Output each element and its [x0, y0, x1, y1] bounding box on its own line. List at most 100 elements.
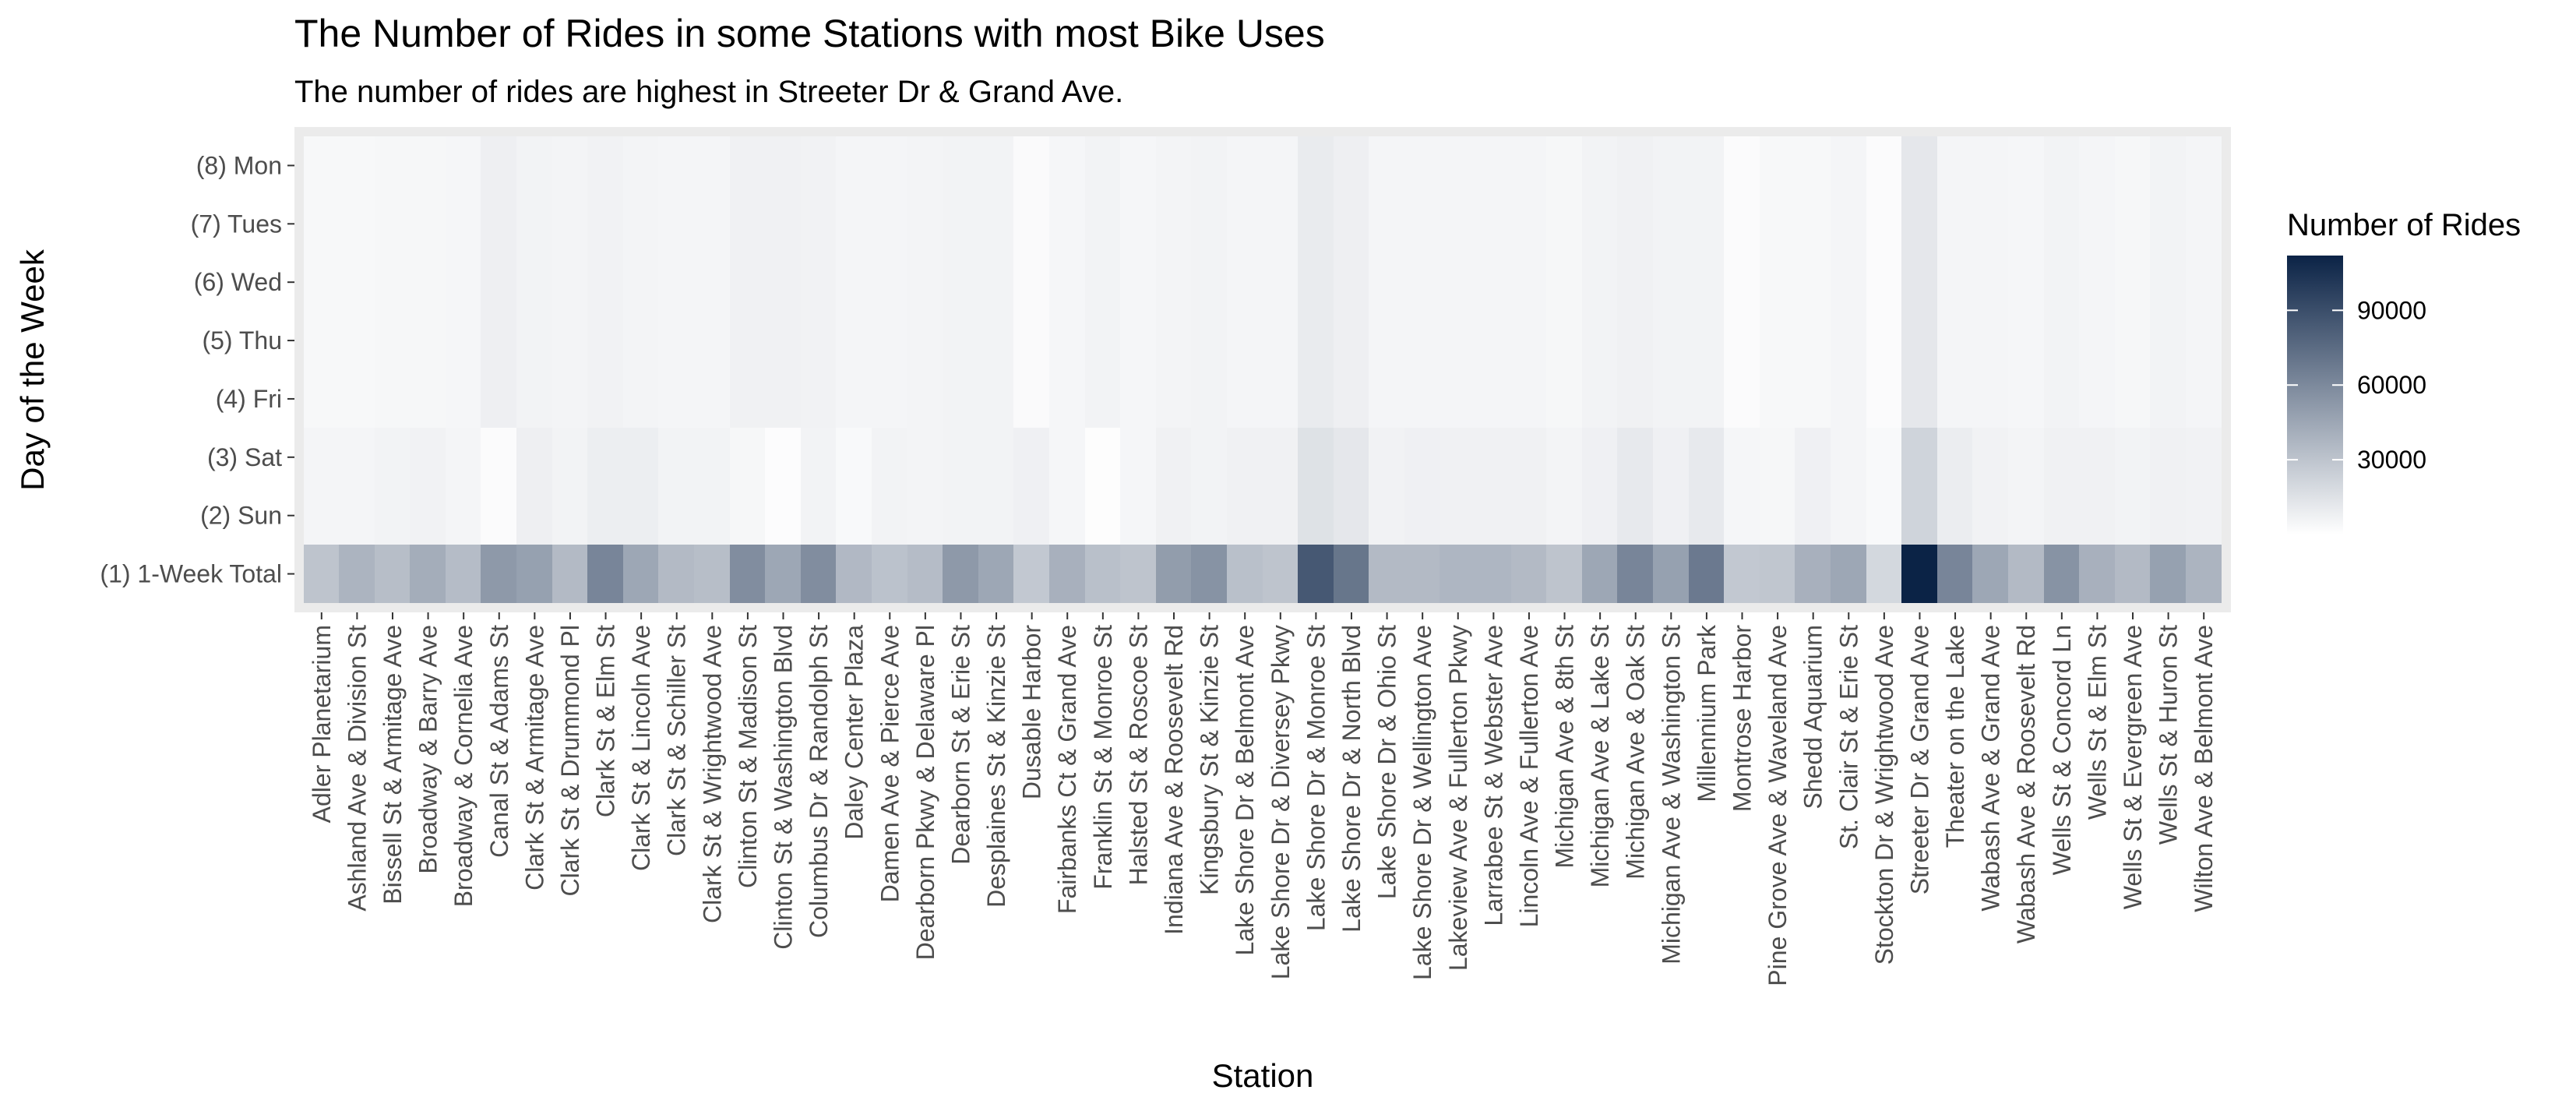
heatmap-cell: [1831, 428, 1866, 486]
heatmap-cell: [446, 428, 481, 486]
heatmap-cell: [1156, 545, 1191, 603]
heatmap-cell: [1937, 545, 1972, 603]
x-tick-label: Larrabee St & Webster Ave: [1479, 625, 1507, 926]
heatmap-cell: [1546, 369, 1582, 428]
heatmap-cell: [1760, 545, 1795, 603]
heatmap-cell: [1263, 369, 1298, 428]
heatmap-cell: [587, 136, 623, 194]
heatmap-cell: [2186, 486, 2222, 545]
heatmap-cell: [1831, 545, 1866, 603]
heatmap-cell: [1582, 252, 1617, 311]
heatmap-cell: [907, 369, 943, 428]
heatmap-cell: [446, 486, 481, 545]
heatmap-cell: [1901, 194, 1937, 252]
heatmap-cell: [1440, 136, 1475, 194]
x-tick-label: Wells St & Elm St: [2083, 625, 2111, 820]
heatmap-cell: [1085, 428, 1120, 486]
x-tick-label: Millennium Park: [1693, 624, 1721, 802]
heatmap-cell: [2044, 369, 2079, 428]
heatmap-cell: [1475, 369, 1511, 428]
heatmap-cell: [1191, 486, 1227, 545]
heatmap-cell: [1689, 194, 1724, 252]
heatmap-cell: [1653, 428, 1689, 486]
heatmap-cell: [623, 194, 658, 252]
y-tick-label: (6) Wed: [194, 268, 282, 296]
x-tick-label: Fairbanks Ct & Grand Ave: [1053, 625, 1081, 914]
heatmap-cell: [1546, 428, 1582, 486]
heatmap-cell: [1120, 252, 1156, 311]
heatmap-cell: [1191, 136, 1227, 194]
heatmap-cell: [1404, 428, 1440, 486]
heatmap-cell: [1831, 311, 1866, 369]
heatmap-cell: [1440, 369, 1475, 428]
heatmap-cell: [658, 252, 694, 311]
heatmap-cell: [1263, 252, 1298, 311]
heatmap-cell: [836, 428, 872, 486]
heatmap-cell: [623, 486, 658, 545]
heatmap-cell: [1263, 311, 1298, 369]
heatmap-cell: [552, 545, 587, 603]
heatmap-cell: [339, 136, 375, 194]
heatmap-cell: [978, 194, 1013, 252]
heatmap-cell: [694, 136, 730, 194]
heatmap-cell: [375, 136, 410, 194]
heatmap-cell: [410, 486, 446, 545]
heatmap-cell: [1511, 428, 1546, 486]
heatmap-cell: [1724, 428, 1760, 486]
heatmap-cell: [2186, 252, 2222, 311]
x-tick-label: Lincoln Ave & Fullerton Ave: [1515, 625, 1543, 927]
heatmap-cell: [2115, 136, 2150, 194]
heatmap-cell: [2079, 311, 2115, 369]
heatmap-cell: [1475, 252, 1511, 311]
heatmap-cell: [1440, 545, 1475, 603]
heatmap-cell: [943, 545, 978, 603]
heatmap-cell: [1298, 194, 1334, 252]
heatmap-cell: [1617, 311, 1653, 369]
heatmap-cell: [1795, 136, 1831, 194]
heatmap-cell: [1617, 545, 1653, 603]
heatmap-cell: [481, 545, 516, 603]
heatmap-cell: [1191, 194, 1227, 252]
heatmap-cell: [2186, 545, 2222, 603]
heatmap-cell: [1227, 252, 1263, 311]
heatmap-cell: [1831, 486, 1866, 545]
x-tick-label: Broadway & Barry Ave: [414, 625, 442, 874]
heatmap-cell: [1937, 136, 1972, 194]
heatmap-cell: [1511, 252, 1546, 311]
heatmap-cell: [1760, 311, 1795, 369]
heatmap-cell: [1404, 194, 1440, 252]
heatmap-cell: [658, 311, 694, 369]
heatmap-cell: [658, 369, 694, 428]
heatmap-cell: [1866, 369, 1901, 428]
heatmap-cell: [1689, 369, 1724, 428]
heatmap-cell: [1334, 252, 1369, 311]
heatmap-cell: [516, 194, 552, 252]
heatmap-cell: [2044, 252, 2079, 311]
x-tick-label: Clark St & Lincoln Ave: [627, 625, 655, 871]
heatmap-cell: [1120, 194, 1156, 252]
heatmap-cell: [1298, 311, 1334, 369]
heatmap-cell: [375, 428, 410, 486]
heatmap-cell: [1156, 311, 1191, 369]
heatmap-cell: [1191, 252, 1227, 311]
heatmap-cell: [1724, 311, 1760, 369]
heatmap-cell: [1972, 136, 2008, 194]
heatmap-cell: [1334, 545, 1369, 603]
heatmap-cell: [481, 136, 516, 194]
heatmap-cell: [1404, 486, 1440, 545]
heatmap-cell: [1049, 136, 1085, 194]
heatmap-cell: [516, 252, 552, 311]
heatmap-cell: [1334, 311, 1369, 369]
x-tick-label: Dearborn Pkwy & Delaware Pl: [911, 625, 939, 960]
legend-tick-label: 60000: [2357, 371, 2426, 399]
heatmap-cell: [304, 428, 339, 486]
heatmap-cell: [1369, 486, 1404, 545]
heatmap-cell: [587, 545, 623, 603]
heatmap-cell: [1156, 369, 1191, 428]
heatmap-cell: [836, 486, 872, 545]
heatmap-cell: [1440, 311, 1475, 369]
heatmap-cell: [1227, 311, 1263, 369]
heatmap-cell: [1120, 545, 1156, 603]
heatmap-cell: [872, 369, 907, 428]
heatmap-cell: [1156, 486, 1191, 545]
